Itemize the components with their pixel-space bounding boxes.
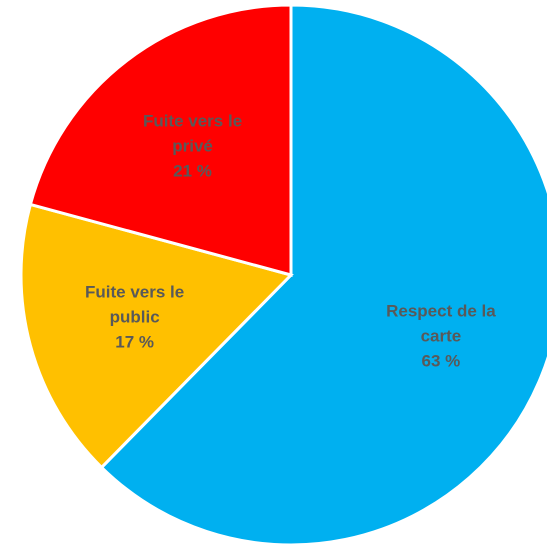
category-label: Respect de la carte (386, 301, 496, 346)
category-label: Fuite vers le privé (142, 111, 243, 156)
category-label: Fuite vers le public (85, 282, 185, 327)
slice-label: Respect de la carte 63 % (371, 299, 511, 374)
pie-slice (99, 3, 547, 546)
pie-slice (19, 202, 294, 470)
slice-label: Fuite vers le privé 21 % (123, 109, 263, 184)
value-label: 63 % (421, 351, 461, 371)
value-label: 17 % (115, 332, 154, 352)
pie-slice (28, 3, 293, 277)
slice-label: Fuite vers le public 17 % (65, 280, 205, 355)
value-label: 21 % (173, 161, 212, 181)
